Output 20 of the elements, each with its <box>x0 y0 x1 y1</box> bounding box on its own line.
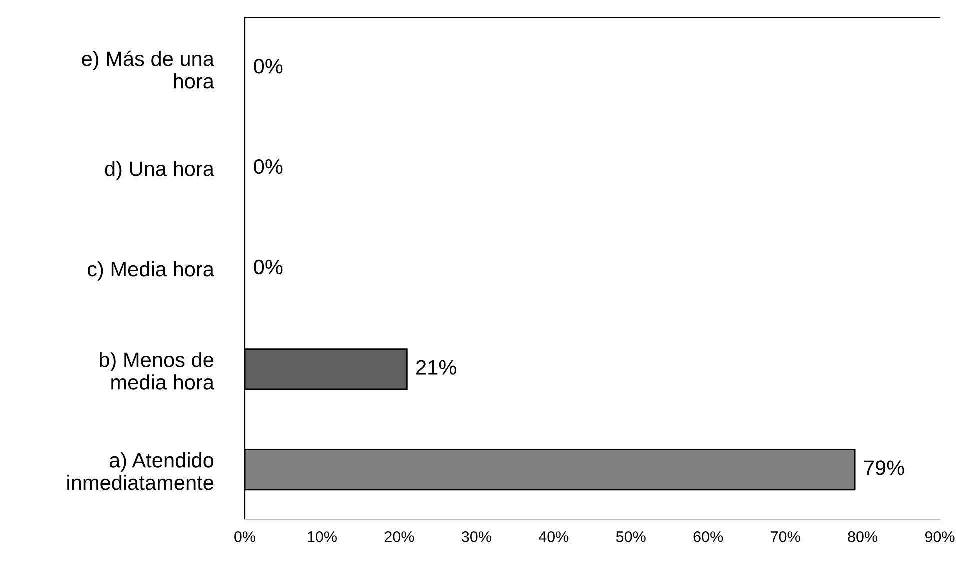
x-tick-label: 80% <box>848 532 878 542</box>
data-label: 0% <box>254 159 283 174</box>
data-label: 79% <box>864 460 904 476</box>
x-tick-label: 40% <box>538 532 569 542</box>
x-tick-label: 50% <box>616 532 646 542</box>
data-label: 0% <box>254 260 283 275</box>
y-tick-label: c) Media hora <box>88 261 214 281</box>
y-tick-label: b) Menos de media hora <box>100 352 214 390</box>
x-tick-label: 90% <box>925 532 955 542</box>
x-tick-label: 30% <box>462 532 492 542</box>
y-tick-label: d) Una hora <box>105 161 214 180</box>
x-tick-label: 60% <box>694 532 724 542</box>
y-tick-label: e) Más de una hora <box>82 50 214 89</box>
data-label: 21% <box>416 360 456 375</box>
x-tick-label: 70% <box>771 532 800 542</box>
x-tick-label: 0% <box>234 532 256 542</box>
x-tick-label: 20% <box>384 532 414 542</box>
data-label: 0% <box>254 59 283 74</box>
x-tick-label: 10% <box>308 532 337 542</box>
y-tick-label: a) Atendido inmediatamente <box>68 452 214 490</box>
